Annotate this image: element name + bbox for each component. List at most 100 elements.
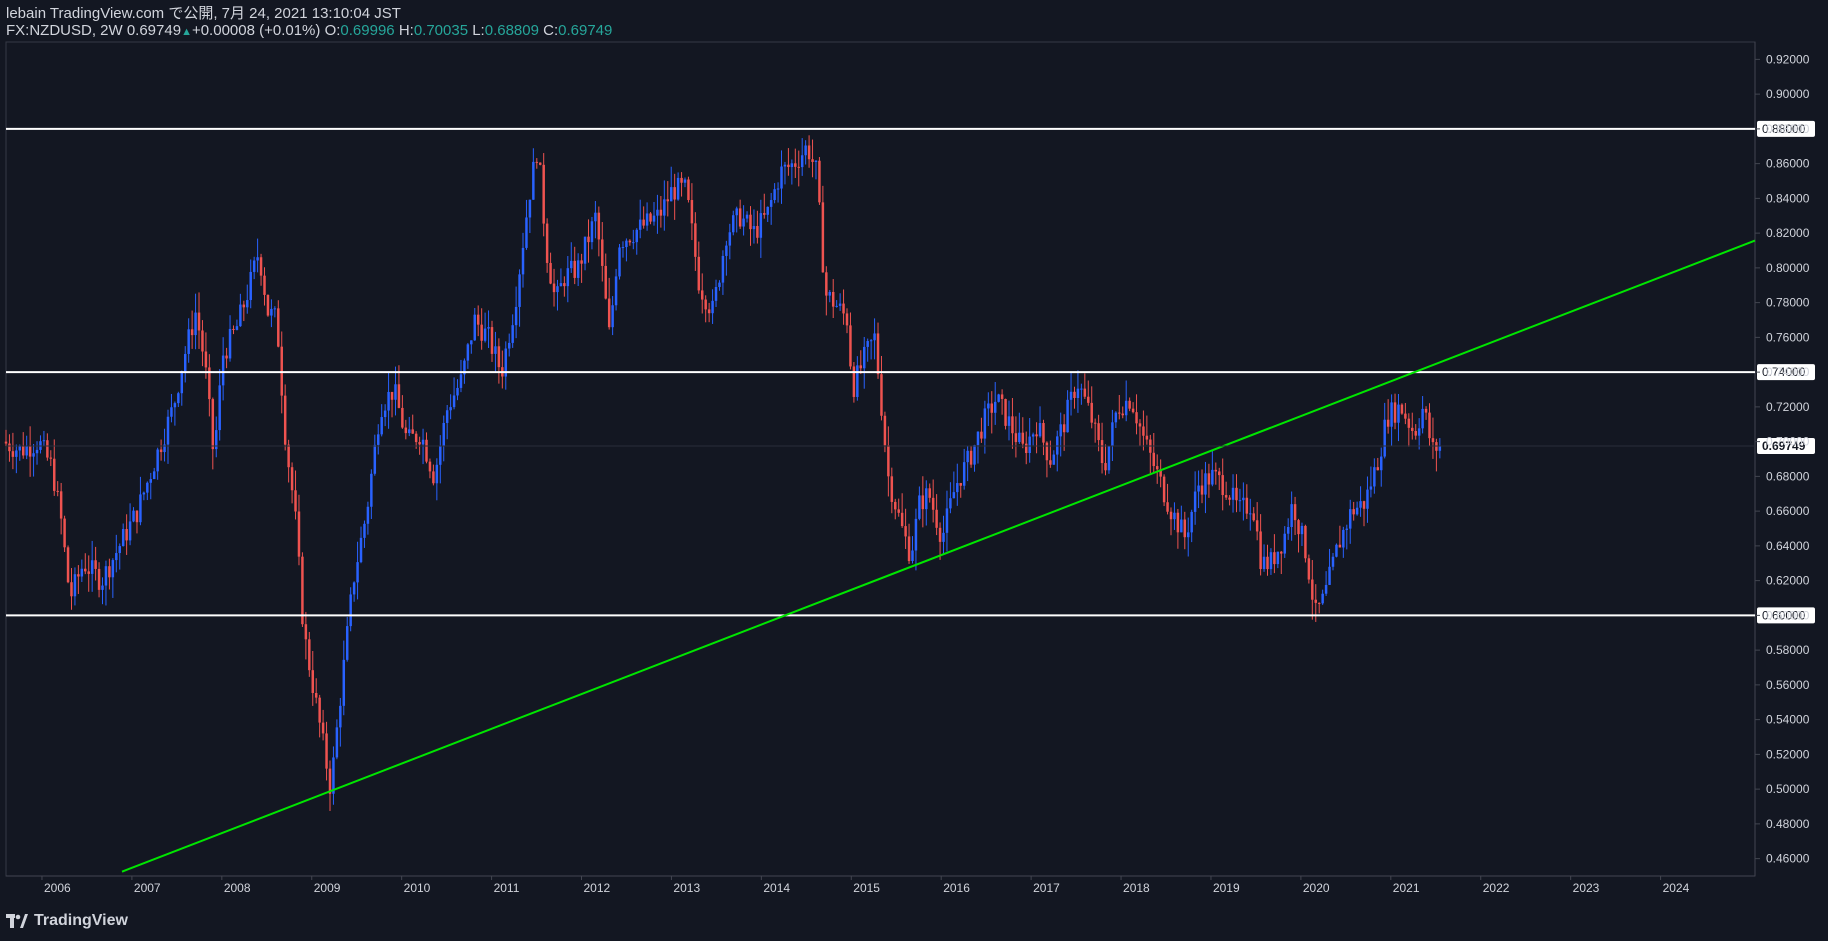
candle-body xyxy=(1400,404,1404,414)
candle-body xyxy=(973,445,976,465)
candle-body xyxy=(666,199,670,202)
candle-body xyxy=(1200,485,1204,495)
candle-body xyxy=(1076,388,1080,399)
candle-body xyxy=(680,177,683,183)
y-tick-label: 0.88000 xyxy=(1766,122,1810,136)
candle-body xyxy=(962,462,966,486)
candle-body xyxy=(776,188,780,190)
x-tick-label: 2006 xyxy=(44,881,71,895)
candle-body xyxy=(507,342,511,349)
candle-body xyxy=(1359,501,1362,508)
candle-body xyxy=(266,294,270,316)
candle-body xyxy=(576,260,580,278)
candle-body xyxy=(1255,520,1259,532)
y-tick-label: 0.54000 xyxy=(1766,713,1810,727)
candle-body xyxy=(859,365,863,369)
candle-body xyxy=(201,330,204,352)
candle-body xyxy=(1311,579,1314,600)
candle-body xyxy=(301,556,304,625)
level-price-tag xyxy=(1757,607,1815,624)
candle-body xyxy=(149,479,153,483)
candle-body xyxy=(773,189,776,201)
candle-body xyxy=(1428,412,1431,439)
candle-body xyxy=(721,255,725,283)
level-price-label: 0.60000 xyxy=(1762,608,1806,622)
candle-body xyxy=(707,309,711,314)
candle-body xyxy=(831,291,835,307)
candle-body xyxy=(246,300,249,308)
candle-body xyxy=(1283,533,1286,554)
candle-body xyxy=(1431,438,1435,443)
candle-body xyxy=(373,444,377,474)
candle-body xyxy=(931,497,935,510)
candle-body xyxy=(1273,552,1276,565)
candle-body xyxy=(183,353,187,372)
close-value: 0.69749 xyxy=(558,22,613,39)
candle-body xyxy=(514,306,518,326)
candle-body xyxy=(1121,413,1124,416)
y-tick-label: 0.82000 xyxy=(1766,226,1810,240)
candle-body xyxy=(732,215,735,233)
y-tick-label: 0.86000 xyxy=(1766,157,1810,171)
candle-body xyxy=(787,164,790,168)
candle-body xyxy=(221,355,225,386)
y-tick-label: 0.60000 xyxy=(1766,608,1810,622)
candle-body xyxy=(90,560,94,574)
candle-body xyxy=(94,560,97,569)
candle-body xyxy=(1249,513,1252,515)
candle-body xyxy=(259,257,263,276)
candle-body xyxy=(1376,467,1380,471)
candle-body xyxy=(359,537,363,563)
candle-body xyxy=(56,490,59,492)
candle-body xyxy=(1128,400,1131,409)
candle-body xyxy=(1393,402,1397,423)
candle-body xyxy=(249,271,252,301)
candle-body xyxy=(115,553,118,561)
candle-body xyxy=(1297,520,1300,535)
open-label: O: xyxy=(324,22,341,39)
y-tick-label: 0.90000 xyxy=(1766,87,1810,101)
candle-body xyxy=(490,327,494,354)
candle-body xyxy=(711,300,714,314)
candle-body xyxy=(1362,501,1366,509)
y-tick-label: 0.92000 xyxy=(1766,52,1810,66)
candle-body xyxy=(601,239,604,266)
candle-body xyxy=(46,440,49,458)
candle-body xyxy=(1155,466,1159,470)
candle-body xyxy=(1252,513,1255,521)
candle-body xyxy=(345,626,349,660)
candle-body xyxy=(1190,511,1193,533)
candle-body xyxy=(53,458,56,491)
candle-body xyxy=(177,393,180,404)
candle-body xyxy=(1159,469,1162,477)
candle-body xyxy=(466,344,470,361)
candle-body xyxy=(1366,489,1369,509)
candle-body xyxy=(428,461,432,472)
candle-body xyxy=(1135,412,1138,424)
candle-body xyxy=(173,403,177,408)
candle-body xyxy=(814,160,818,162)
candle-body xyxy=(821,202,825,273)
candle-body xyxy=(1111,422,1114,447)
candle-body xyxy=(1424,408,1428,413)
candle-body xyxy=(97,568,101,590)
candle-body xyxy=(73,574,77,597)
candle-body xyxy=(945,508,949,533)
candle-body xyxy=(835,305,838,307)
candle-body xyxy=(583,236,587,264)
candle-body xyxy=(1331,556,1335,567)
candle-body xyxy=(735,208,738,216)
candle-body xyxy=(570,260,573,269)
candle-body xyxy=(239,304,242,327)
candle-body xyxy=(1317,602,1321,604)
candle-body xyxy=(625,240,628,248)
candle-body xyxy=(866,341,869,347)
candle-body xyxy=(8,443,11,452)
level-price-label: 0.74000 xyxy=(1762,365,1806,379)
candle-body xyxy=(869,340,873,342)
candle-body xyxy=(663,199,666,216)
candle-body xyxy=(673,187,676,200)
candle-body xyxy=(1380,456,1383,471)
candle-body xyxy=(918,495,921,519)
